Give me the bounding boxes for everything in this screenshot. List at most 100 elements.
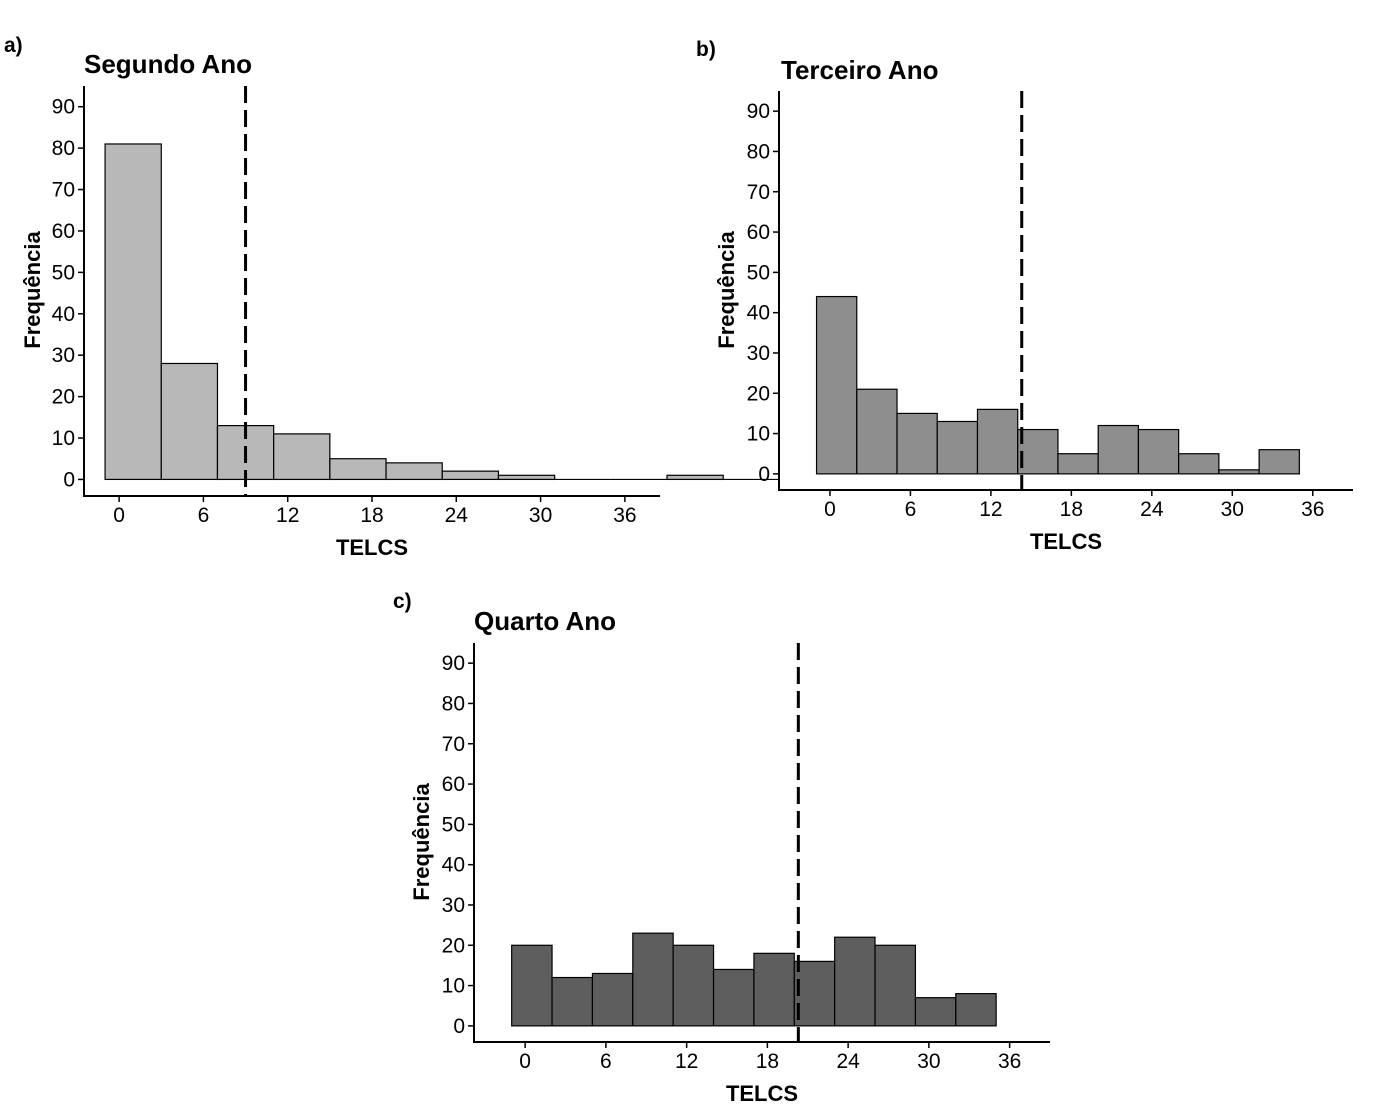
y-tick-label: 40 <box>747 302 770 325</box>
histogram-panel-3: c) Quarto Ano 0 10 20 30 40 50 60 70 80 90 0 6 12 18 24 3… <box>393 590 1050 1106</box>
histogram-bar <box>874 944 917 1027</box>
histogram-bar <box>591 972 634 1027</box>
y-tick-label: 50 <box>52 261 75 284</box>
chart-title: Terceiro Ano <box>781 55 938 85</box>
y-tick-label: 80 <box>52 137 75 160</box>
y-axis-label: Frequência <box>20 231 45 349</box>
x-axis-label: TELCS <box>336 535 408 560</box>
y-tick-label: 60 <box>52 220 75 243</box>
histogram-panel-2: b) Terceiro Ano 0 10 20 30 40 50 60 70 80 90 0 6 12 18 2… <box>696 38 1353 554</box>
x-axis-label: TELCS <box>1030 529 1102 554</box>
x-tick-label: 6 <box>600 1050 612 1073</box>
histogram-bar <box>976 408 1019 475</box>
x-tick-label: 24 <box>836 1050 860 1073</box>
y-tick-label: 40 <box>52 303 75 326</box>
histogram-bar <box>385 462 443 481</box>
x-tick-label: 12 <box>675 1050 698 1073</box>
x-axis-label: TELCS <box>726 1081 798 1106</box>
histogram-bar <box>1178 453 1220 475</box>
histogram-bar <box>815 295 858 475</box>
x-tick-label: 36 <box>1301 498 1324 521</box>
bars <box>511 932 997 1027</box>
histogram-bar <box>753 952 795 1027</box>
histogram-bar <box>955 993 997 1027</box>
y-axis-label: Frequência <box>714 231 739 349</box>
histogram-bar <box>672 944 715 1027</box>
histogram-bar <box>1258 449 1300 475</box>
y-tick-label: 20 <box>747 382 770 405</box>
panel-label: a) <box>4 34 23 57</box>
histogram-bar <box>793 960 836 1027</box>
chart-title: Segundo Ano <box>84 49 252 79</box>
histogram-bar <box>936 420 979 475</box>
histogram-bar <box>1218 469 1260 475</box>
y-tick-label: 50 <box>442 813 465 836</box>
y-tick-label: 20 <box>52 386 75 409</box>
x-tick-label: 6 <box>905 498 917 521</box>
y-tick-label: 0 <box>453 1015 465 1038</box>
x-tick-label: 0 <box>824 498 836 521</box>
bars <box>104 143 780 481</box>
chart-title: Quarto Ano <box>474 606 616 636</box>
x-tick-label: 0 <box>113 504 125 527</box>
x-tick-label: 30 <box>529 504 552 527</box>
histogram-bar <box>511 944 553 1027</box>
y-tick-label: 90 <box>442 652 465 675</box>
panel-label: b) <box>696 38 716 61</box>
histogram-bar <box>914 997 957 1027</box>
x-tick-label: 36 <box>998 1050 1021 1073</box>
histogram-bar <box>497 474 556 481</box>
y-tick-label: 10 <box>52 427 75 450</box>
x-tick-label: 30 <box>917 1050 940 1073</box>
y-tick-label: 40 <box>442 854 465 877</box>
histogram-bar <box>896 412 938 475</box>
x-tick-label: 12 <box>276 504 299 527</box>
y-tick-label: 50 <box>747 261 770 284</box>
y-axis-label: Frequência <box>409 783 434 901</box>
y-tick-label: 0 <box>758 463 770 486</box>
x-tick-label: 18 <box>360 504 383 527</box>
y-tick-label: 10 <box>442 975 465 998</box>
y-tick-label: 30 <box>747 342 770 365</box>
y-tick-label: 60 <box>442 773 465 796</box>
histogram-bar <box>160 362 219 481</box>
histogram-bar <box>1137 428 1180 475</box>
histogram-bar <box>551 976 594 1027</box>
y-tick-label: 20 <box>442 934 465 957</box>
histogram-bar <box>632 932 674 1027</box>
x-tick-label: 24 <box>1140 498 1164 521</box>
x-tick-label: 12 <box>979 498 1002 521</box>
y-tick-label: 80 <box>747 140 770 163</box>
histogram-bar <box>1057 453 1099 475</box>
histogram-bar <box>1017 428 1059 475</box>
histogram-bar <box>441 470 500 481</box>
y-tick-label: 70 <box>442 733 465 756</box>
y-tick-label: 0 <box>63 468 75 491</box>
histogram-bar <box>666 474 724 481</box>
panel-label: c) <box>393 590 412 613</box>
histogram-bar <box>856 388 898 475</box>
x-tick-label: 30 <box>1221 498 1244 521</box>
x-tick-label: 0 <box>519 1050 531 1073</box>
x-tick-label: 24 <box>445 504 469 527</box>
y-tick-label: 70 <box>747 181 770 204</box>
histogram-bar <box>104 143 162 481</box>
histogram-bar <box>273 433 331 481</box>
y-tick-label: 70 <box>52 179 75 202</box>
x-tick-label: 18 <box>756 1050 779 1073</box>
x-tick-label: 36 <box>613 504 636 527</box>
histogram-bar <box>834 936 876 1027</box>
y-tick-label: 60 <box>747 221 770 244</box>
histogram-bar <box>1097 424 1140 475</box>
x-tick-label: 18 <box>1060 498 1083 521</box>
y-tick-label: 30 <box>442 894 465 917</box>
histogram-bar <box>712 968 755 1027</box>
y-tick-label: 30 <box>52 344 75 367</box>
y-tick-label: 10 <box>747 423 770 446</box>
x-tick-label: 6 <box>198 504 210 527</box>
bars <box>815 295 1300 475</box>
y-tick-label: 80 <box>442 692 465 715</box>
y-tick-label: 90 <box>747 100 770 123</box>
y-tick-label: 90 <box>52 96 75 119</box>
